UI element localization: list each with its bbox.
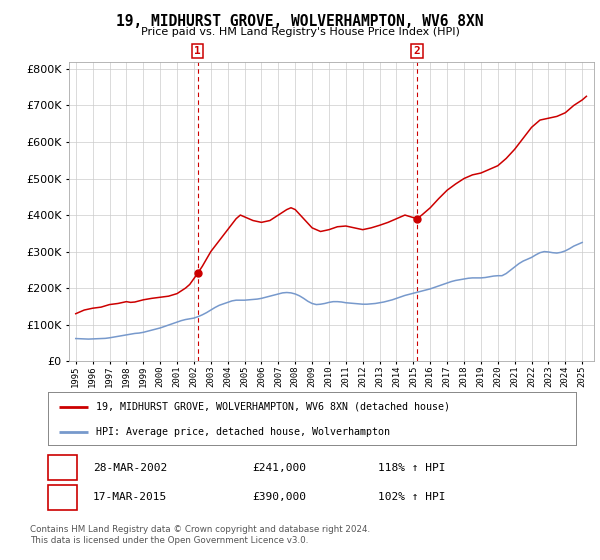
Text: 1: 1 xyxy=(59,461,66,474)
Text: £241,000: £241,000 xyxy=(252,463,306,473)
Text: 28-MAR-2002: 28-MAR-2002 xyxy=(93,463,167,473)
Text: 19, MIDHURST GROVE, WOLVERHAMPTON, WV6 8XN: 19, MIDHURST GROVE, WOLVERHAMPTON, WV6 8… xyxy=(116,14,484,29)
Text: 19, MIDHURST GROVE, WOLVERHAMPTON, WV6 8XN (detached house): 19, MIDHURST GROVE, WOLVERHAMPTON, WV6 8… xyxy=(95,402,449,412)
Text: 2: 2 xyxy=(413,46,420,56)
Text: 17-MAR-2015: 17-MAR-2015 xyxy=(93,492,167,502)
Text: Contains HM Land Registry data © Crown copyright and database right 2024.
This d: Contains HM Land Registry data © Crown c… xyxy=(30,525,370,545)
Text: 1: 1 xyxy=(194,46,201,56)
Text: 102% ↑ HPI: 102% ↑ HPI xyxy=(378,492,445,502)
Text: Price paid vs. HM Land Registry's House Price Index (HPI): Price paid vs. HM Land Registry's House … xyxy=(140,27,460,37)
Text: £390,000: £390,000 xyxy=(252,492,306,502)
Text: HPI: Average price, detached house, Wolverhampton: HPI: Average price, detached house, Wolv… xyxy=(95,427,389,437)
Text: 2: 2 xyxy=(59,491,66,504)
Text: 118% ↑ HPI: 118% ↑ HPI xyxy=(378,463,445,473)
